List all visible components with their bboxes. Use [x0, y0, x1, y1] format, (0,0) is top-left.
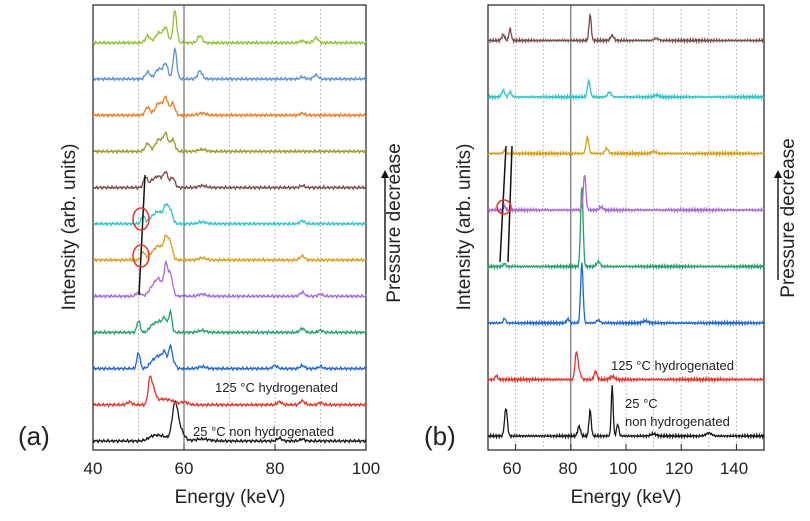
side-label-a: Pressure decrease [384, 143, 405, 302]
guide-line-b-1 [499, 145, 507, 263]
annotation-a-non-hydrogenated: 25 °C non hydrogenated [193, 424, 334, 439]
x-tick-label-a-0: 40 [84, 459, 103, 478]
series-line-a-9 [92, 95, 367, 119]
series-line-b-0 [487, 385, 765, 440]
series-line-b-7 [487, 12, 765, 45]
x-tick-label-a-3: 100 [352, 459, 380, 478]
annotation-b-non-hydrogenated: non hydrogenated [625, 414, 730, 429]
side-label-b: Pressure decrease [778, 138, 799, 297]
series-line-a-5 [92, 233, 367, 263]
series-group-b [487, 12, 765, 440]
series-line-b-3 [487, 187, 765, 271]
series-line-b-5 [487, 134, 765, 158]
markers-b [496, 145, 513, 263]
annotation-b-25c: 25 °C [625, 396, 658, 411]
x-tick-label-b-3: 120 [665, 459, 693, 478]
x-tick-label-b-4: 140 [720, 459, 748, 478]
plot-frame-b [487, 4, 765, 451]
series-line-a-1 [92, 375, 367, 408]
x-axis-title-b: Energy (keV) [571, 487, 682, 508]
gridlines-b [515, 5, 737, 450]
pressure-arrow-b [774, 170, 782, 280]
y-axis-title-a: Intensity (arb. units) [59, 144, 80, 311]
series-line-a-8 [92, 131, 367, 155]
x-tick-label-b-0: 60 [503, 459, 522, 478]
series-line-b-6 [487, 78, 765, 101]
highlight-circle-a-1 [132, 207, 150, 231]
series-line-a-7 [92, 170, 367, 191]
series-line-b-2 [487, 262, 765, 327]
panel-a: 40 60 80 100 Energy (keV) Intensity (arb… [18, 4, 405, 508]
highlight-circle-a-2 [132, 244, 150, 268]
series-line-a-4 [92, 259, 367, 300]
annotation-a-hydrogenated: 125 °C hydrogenated [215, 380, 338, 395]
x-tick-label-b-1: 80 [559, 459, 578, 478]
y-axis-title-b: Intensity (arb. units) [454, 144, 475, 311]
series-line-a-3 [92, 308, 367, 336]
panel-label-a: (a) [18, 421, 50, 451]
guide-line-a [138, 174, 146, 296]
panel-b: 60 80 100 120 140 Energy (keV) Intensity… [424, 4, 799, 508]
x-tick-label-a-1: 60 [175, 459, 194, 478]
series-group-a [92, 9, 367, 444]
series-line-a-11 [92, 9, 367, 46]
series-line-b-4 [487, 175, 765, 214]
series-line-a-0 [92, 400, 367, 444]
panel-label-b: (b) [424, 421, 456, 451]
series-line-a-6 [92, 202, 367, 227]
x-tick-label-b-2: 100 [609, 459, 637, 478]
highlight-circle-b [496, 199, 512, 215]
x-tick-label-a-2: 80 [266, 459, 285, 478]
markers-a [132, 174, 150, 296]
pressure-arrow-a [381, 170, 389, 280]
series-line-a-10 [92, 46, 367, 82]
annotation-b-hydrogenated: 125 °C hydrogenated [611, 358, 734, 373]
series-line-b-1 [487, 350, 765, 384]
x-axis-title-a: Energy (keV) [175, 487, 286, 508]
series-line-a-2 [92, 343, 367, 372]
